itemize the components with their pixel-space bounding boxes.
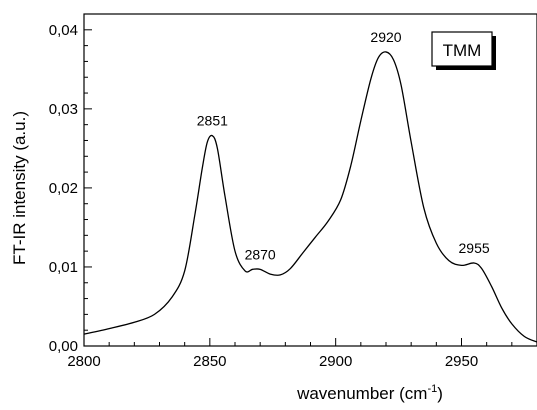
y-tick-label: 0,04 [49,22,78,39]
peak-label: 2955 [459,240,490,256]
x-tick-label: 2850 [193,353,226,370]
peak-label: 2920 [370,29,401,45]
peak-labels: 2851 2870 2920 2955 [197,29,490,262]
x-tick-label: 2800 [67,353,100,370]
legend-box: TMM [431,31,496,70]
minor-ticks [84,13,537,346]
x-axis-title-main: wavenumber (cm [296,384,427,403]
peak-label: 2851 [197,113,228,129]
plot-frame [83,13,537,347]
spectrum-line [83,51,537,343]
major-ticks [83,29,462,347]
x-tick-label: 2950 [445,353,478,370]
tick-labels: 2800 2850 2900 2950 0,00 0,01 0,02 0,03 0,04 [49,22,478,370]
x-axis-title: wavenumber (cm-1) [296,383,443,403]
peak-label: 2870 [245,246,276,262]
legend-label: TMM [443,41,482,60]
legend-frame [431,31,493,67]
x-axis-title-end: ) [437,384,443,403]
y-tick-label: 0,02 [49,180,78,197]
y-axis-title: FT-IR intensity (a.u.) [10,111,29,265]
y-tick-label: 0,00 [49,338,78,355]
y-tick-label: 0,03 [49,101,78,118]
x-axis-title-sup: -1 [427,383,437,395]
x-tick-label: 2900 [319,353,352,370]
y-tick-label: 0,01 [49,259,78,276]
